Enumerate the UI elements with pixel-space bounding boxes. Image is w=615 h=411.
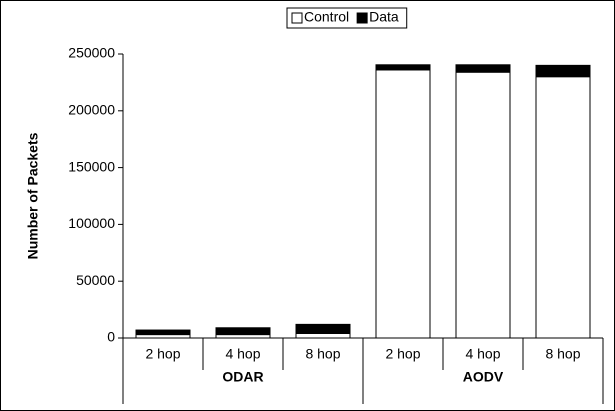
y-tick-label: 250000 [68, 45, 115, 61]
legend-box [286, 7, 408, 29]
bar-segment [215, 334, 271, 339]
legend-swatch [356, 12, 368, 24]
bar-segment [455, 64, 511, 73]
x-tick-label: 8 hop [545, 346, 580, 362]
y-axis-label: Number of Packets [25, 132, 41, 259]
legend-label: Control [304, 9, 349, 25]
x-tick-label: 2 hop [385, 346, 420, 362]
bar-segment [535, 64, 591, 78]
bar-segment [455, 71, 511, 339]
group-label: AODV [463, 369, 504, 385]
bar-segment [375, 69, 431, 339]
legend-swatch [291, 12, 303, 24]
x-tick-label: 8 hop [305, 346, 340, 362]
bar-segment [135, 334, 191, 339]
bar-segment [295, 332, 351, 339]
x-tick-label: 4 hop [225, 346, 260, 362]
y-tick-label: 0 [107, 329, 115, 345]
bar-segment [215, 327, 271, 336]
group-label: ODAR [222, 369, 263, 385]
bar-segment [295, 323, 351, 334]
legend-label: Data [369, 9, 399, 25]
bar-segment [375, 64, 431, 71]
x-tick-label: 4 hop [465, 346, 500, 362]
bar-segment [135, 329, 191, 336]
x-tick-label: 2 hop [145, 346, 180, 362]
y-tick-label: 100000 [68, 215, 115, 231]
y-tick-label: 150000 [68, 158, 115, 174]
y-tick-label: 200000 [68, 102, 115, 118]
y-tick-label: 50000 [76, 272, 115, 288]
bar-segment [535, 76, 591, 339]
